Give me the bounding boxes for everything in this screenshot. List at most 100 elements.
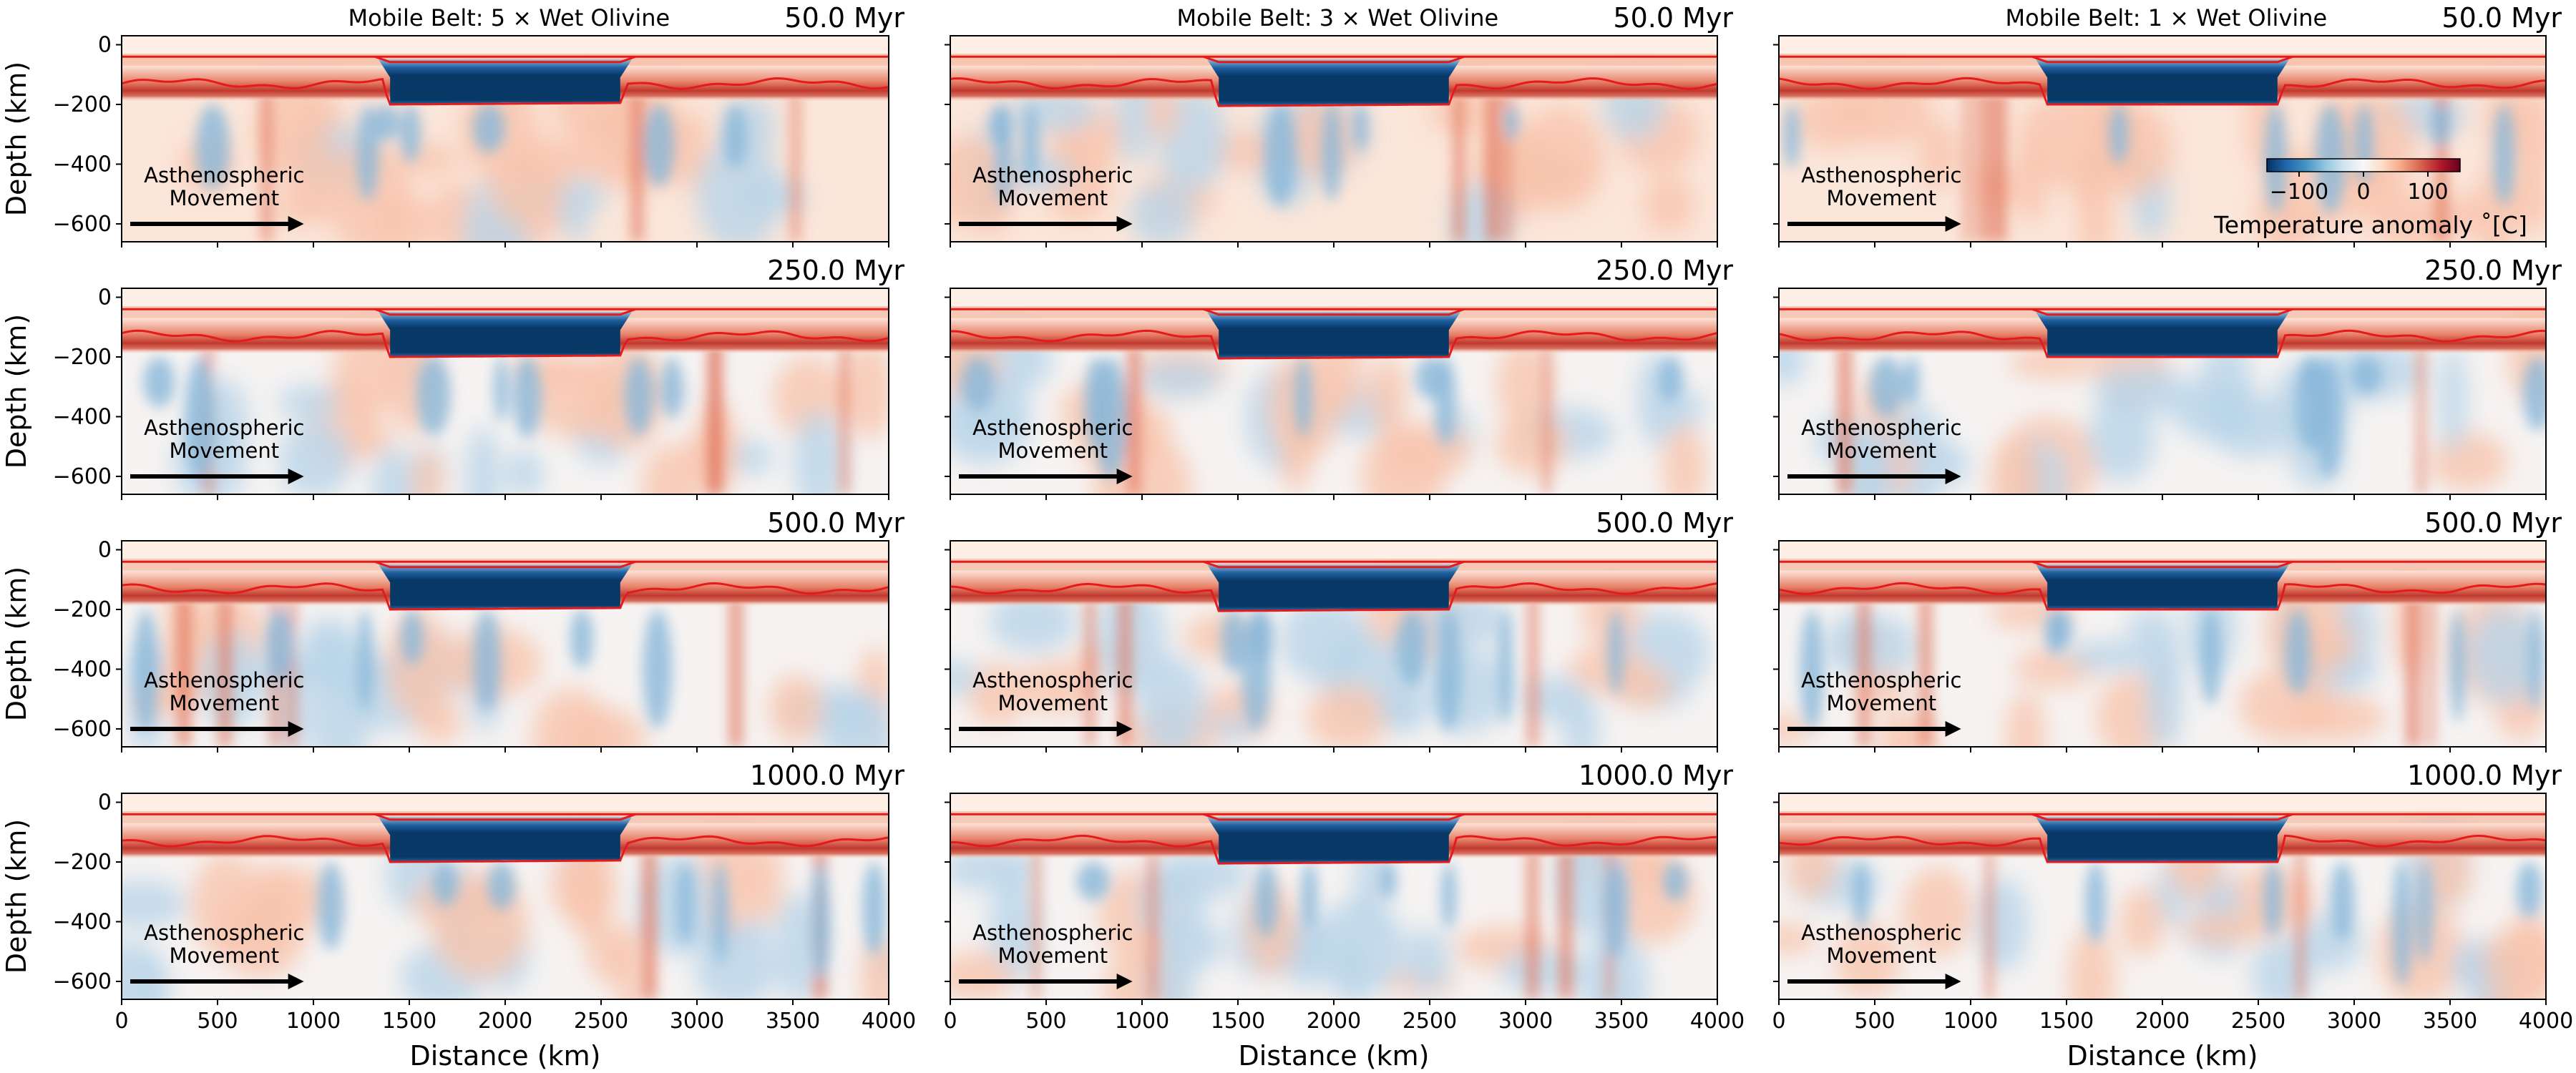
- x-tick-label: 3000: [2327, 1009, 2381, 1034]
- craton-block: [379, 817, 632, 862]
- arrow-label-line-2: Movement: [169, 691, 279, 715]
- arrow-label-line-1: Asthenospheric: [972, 416, 1133, 440]
- y-tick-label: −400: [53, 909, 112, 934]
- arrow-head: [1945, 720, 1961, 737]
- colorbar-gradient: [2266, 158, 2461, 172]
- colorbar: −100 0 100 Temperature anomaly ˚[C]: [2213, 158, 2527, 239]
- arrow-label-line-1: Asthenospheric: [144, 416, 304, 440]
- lithosphere-contour: [1779, 77, 2546, 106]
- arrow-head: [288, 468, 304, 484]
- arrow-label-line-2: Movement: [169, 186, 279, 210]
- craton-block: [2036, 564, 2289, 609]
- y-tick-label: −200: [53, 345, 112, 370]
- x-tick-label: 4000: [862, 1009, 916, 1034]
- arrow-label-line-1: Asthenospheric: [144, 163, 304, 187]
- panel-r1-c3: 50.0 Myr Mobile Belt: 1 × Wet Olivine Asth…: [1773, 2, 2562, 248]
- temperature-field: [122, 36, 889, 242]
- column-title: Mobile Belt: 3 × Wet Olivine: [1177, 4, 1499, 31]
- y-axis-label: Depth (km): [1, 314, 32, 469]
- arrow-head: [288, 973, 304, 989]
- temperature-field: [1779, 36, 2546, 242]
- colorbar-label: Temperature anomaly ˚[C]: [2213, 211, 2527, 239]
- x-tick-label: 0: [1772, 1009, 1785, 1034]
- x-tick-label: 3000: [1498, 1009, 1553, 1034]
- overlay: −100 0 100 Temperature anomaly ˚[C]: [2213, 158, 2527, 239]
- arrow-label-line-1: Asthenospheric: [144, 668, 304, 692]
- arrow-label-line-1: Asthenospheric: [144, 921, 304, 945]
- craton-block: [2036, 312, 2289, 357]
- arrow-head: [1116, 468, 1133, 484]
- x-axis-label: Distance (km): [410, 1040, 601, 1072]
- y-tick-label: −600: [53, 717, 112, 742]
- y-tick-label: −200: [53, 597, 112, 622]
- arrow-head: [288, 215, 304, 232]
- time-label: 500.0 Myr: [2424, 507, 2562, 539]
- arrow-label-line-2: Movement: [1826, 438, 1936, 463]
- y-tick-label: −600: [53, 212, 112, 237]
- colorbar-tick-label: 0: [2356, 180, 2370, 205]
- lithosphere-contour: [122, 582, 889, 611]
- y-axis-label: Depth (km): [1, 819, 32, 974]
- time-label: 50.0 Myr: [2441, 2, 2562, 34]
- panel-r3-c1: 0 −200 −400 −600 Depth (km) 500.0 Myr Asthenos…: [1, 507, 904, 753]
- time-label: 250.0 Myr: [767, 255, 904, 286]
- arrow-head: [1945, 973, 1961, 989]
- y-tick-label: −200: [53, 850, 112, 875]
- y-tick-label: −600: [53, 969, 112, 994]
- x-axis-label: Distance (km): [1239, 1040, 1430, 1072]
- arrow-label-line-2: Movement: [169, 944, 279, 968]
- x-tick-label: 2500: [2231, 1009, 2285, 1034]
- x-tick-label: 500: [1025, 1009, 1066, 1034]
- panel-r1-c1: 0 −200 −400 −600 Depth (km) 50.0 Myr Mobile Be…: [1, 2, 904, 248]
- time-label: 500.0 Myr: [1596, 507, 1733, 539]
- x-tick-label: 2000: [478, 1009, 532, 1034]
- arrow-label-line-1: Asthenospheric: [1801, 163, 1961, 187]
- temperature-field: [950, 288, 1717, 494]
- y-tick-label: 0: [98, 538, 112, 563]
- lithosphere-contour: [1779, 329, 2546, 358]
- lithosphere-contour: [122, 835, 889, 863]
- x-tick-label: 2000: [2135, 1009, 2190, 1034]
- arrow-head: [1116, 215, 1133, 232]
- column-title: Mobile Belt: 5 × Wet Olivine: [348, 4, 670, 31]
- y-tick-label: −200: [53, 92, 112, 117]
- y-axis-label: Depth (km): [1, 62, 32, 217]
- lithosphere-contour: [122, 77, 889, 106]
- lithosphere-contour: [950, 329, 1717, 360]
- lithosphere-contour: [1779, 834, 2546, 863]
- time-label: 50.0 Myr: [784, 2, 904, 34]
- x-tick-label: 2000: [1307, 1009, 1361, 1034]
- x-tick-label: 1500: [382, 1009, 436, 1034]
- time-label: 250.0 Myr: [1596, 255, 1733, 286]
- column-title: Mobile Belt: 1 × Wet Olivine: [2006, 4, 2328, 31]
- time-label: 1000.0 Myr: [2407, 760, 2562, 791]
- craton-block: [1207, 817, 1460, 864]
- x-tick-label: 1500: [2039, 1009, 2094, 1034]
- y-tick-label: 0: [98, 285, 112, 310]
- x-tick-label: 1000: [1943, 1009, 1998, 1034]
- arrow-label-line-1: Asthenospheric: [972, 163, 1133, 187]
- panel-r2-c1: 0 −200 −400 −600 Depth (km) 250.0 Myr Asthenos…: [1, 255, 904, 500]
- x-tick-label: 1000: [1115, 1009, 1169, 1034]
- x-tick-label: 500: [197, 1009, 238, 1034]
- panel-r4-c3: 0 500 1000 1500 2000 2500 3000 3500 4000 Distance…: [1772, 760, 2573, 1072]
- arrow-head: [1116, 973, 1133, 989]
- time-label: 1000.0 Myr: [750, 760, 904, 791]
- x-tick-label: 0: [943, 1009, 957, 1034]
- x-tick-label: 3000: [670, 1009, 724, 1034]
- lithosphere-contour: [950, 834, 1717, 865]
- temperature-field: [122, 541, 889, 747]
- arrow-label-line-1: Asthenospheric: [1801, 921, 1961, 945]
- arrow-label-line-2: Movement: [997, 186, 1108, 210]
- x-tick-label: 4000: [2519, 1009, 2573, 1034]
- craton-block: [2036, 59, 2289, 104]
- craton-block: [379, 312, 632, 357]
- craton-block: [379, 59, 632, 104]
- x-tick-label: 2500: [1402, 1009, 1457, 1034]
- y-tick-label: 0: [98, 33, 112, 58]
